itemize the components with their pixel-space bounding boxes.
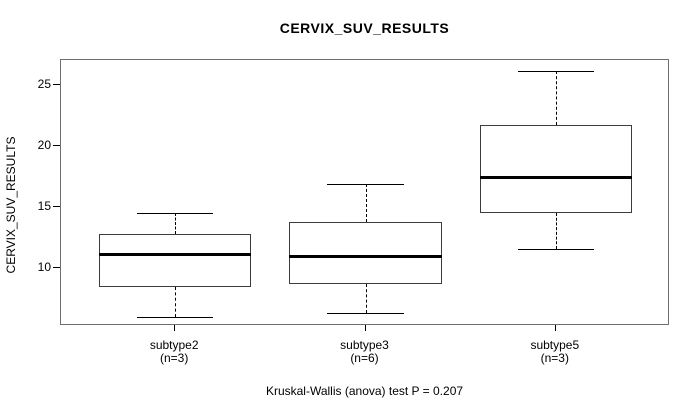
y-axis-tick-label: 15 [37,199,51,214]
whisker-cap-upper-subtype3 [327,183,404,185]
whisker-cap-lower-subtype5 [517,248,594,250]
y-axis-label: CERVIX_SUV_RESULTS [4,136,18,274]
x-axis-tick [174,325,176,331]
whisker-cap-lower-subtype2 [137,317,214,319]
box-subtype3 [289,221,442,285]
whisker-lower-subtype3 [365,284,367,313]
whisker-cap-lower-subtype3 [327,312,404,314]
x-axis-tick [364,325,366,331]
y-axis-tick [53,267,60,269]
box-subtype2 [99,234,252,287]
y-axis-tick [53,83,60,85]
whisker-lower-subtype5 [555,213,557,249]
y-axis-tick [53,206,60,208]
box-subtype5 [479,124,632,214]
y-axis-tick-label: 20 [37,137,51,152]
y-axis-tick-label: 25 [37,76,51,91]
kruskal-wallis-note: Kruskal-Wallis (anova) test P = 0.207 [265,384,464,398]
group-name: subtype3 [340,338,389,352]
whisker-cap-upper-subtype2 [137,213,214,215]
group-n-count: (n=3) [540,351,569,365]
median-subtype2 [99,253,252,257]
group-n-count: (n=6) [350,351,379,365]
group-name: subtype5 [530,338,580,352]
x-axis-group-label: subtype5 (n=3) [490,339,620,365]
group-n-count: (n=3) [160,351,189,365]
plot-area [60,59,669,325]
x-axis-group-label: subtype3 (n=6) [300,339,430,365]
x-axis-group-label: subtype2 (n=3) [109,339,239,365]
chart-title: CERVIX_SUV_RESULTS [279,20,450,36]
whisker-upper-subtype3 [365,183,367,222]
whisker-lower-subtype2 [175,286,177,318]
median-subtype3 [289,254,442,258]
y-axis-tick [53,144,60,146]
median-subtype5 [479,176,632,180]
whisker-upper-subtype5 [555,71,557,125]
whisker-upper-subtype2 [175,213,177,235]
y-axis-tick-label: 10 [37,260,51,275]
group-name: subtype2 [149,338,199,352]
x-axis-tick [554,325,556,331]
whisker-cap-upper-subtype5 [517,71,594,73]
